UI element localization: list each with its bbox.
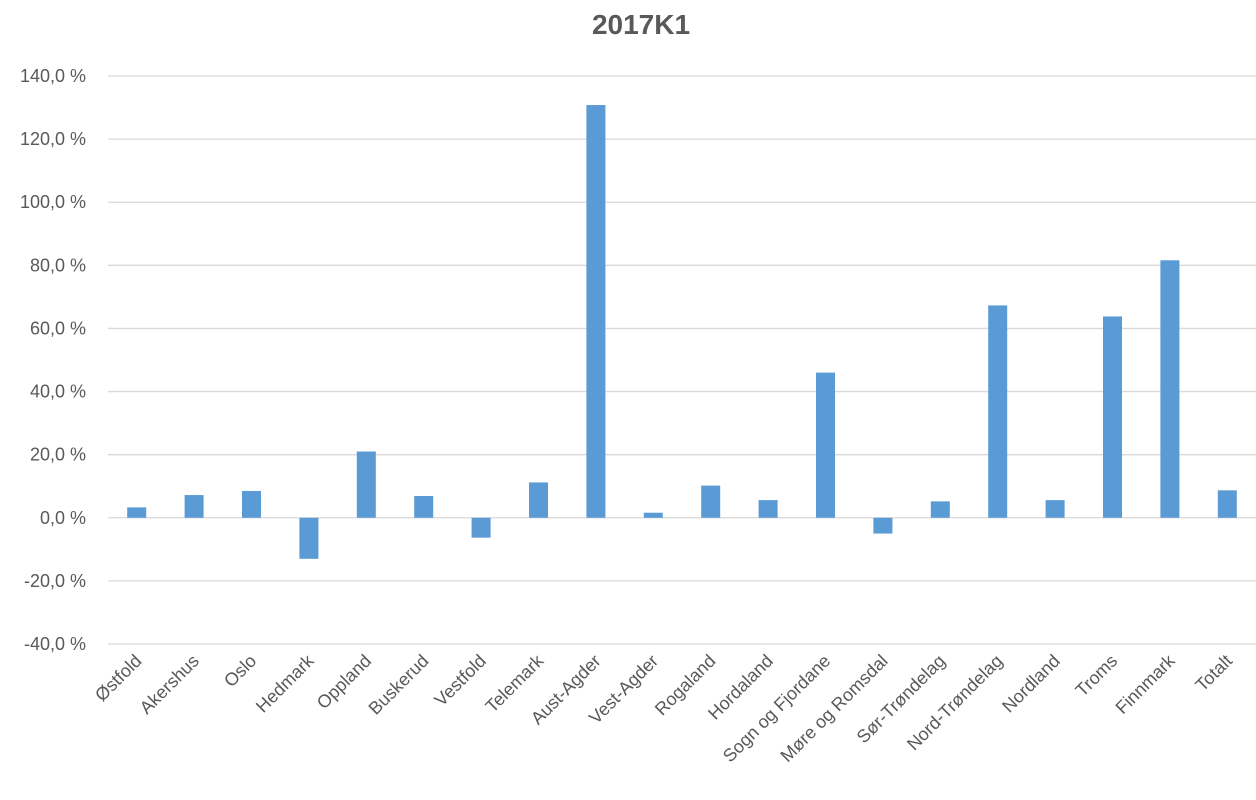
bar <box>701 485 721 518</box>
x-category-label: Totalt <box>1192 651 1237 696</box>
bar <box>299 517 319 559</box>
bar <box>127 507 147 518</box>
x-category-label: Buskerud <box>365 651 433 719</box>
gridlines <box>108 75 1256 645</box>
y-tick-label: 100,0 % <box>20 192 86 212</box>
bar <box>414 496 434 518</box>
bar <box>643 512 663 518</box>
y-tick-label: -40,0 % <box>24 634 86 654</box>
x-category-label: Vestfold <box>430 651 489 710</box>
bar <box>1103 316 1122 518</box>
y-tick-label: 40,0 % <box>30 382 86 402</box>
x-category-label: Østfold <box>91 651 145 705</box>
bar <box>529 482 548 518</box>
x-category-label: Troms <box>1072 651 1122 701</box>
x-category-label: Møre og Romsdal <box>776 651 891 766</box>
x-category-label: Finnmark <box>1112 650 1180 718</box>
y-tick-label: 140,0 % <box>20 66 86 86</box>
bar <box>184 495 204 518</box>
x-category-label: Sogn og Fjordane <box>719 651 834 766</box>
chart-title: 2017K1 <box>592 9 690 40</box>
bar <box>586 105 606 518</box>
y-tick-label: 60,0 % <box>30 318 86 338</box>
x-category-label: Akershus <box>136 651 203 718</box>
y-tick-label: 20,0 % <box>30 445 86 465</box>
bar <box>356 451 376 518</box>
bar <box>816 372 835 518</box>
x-category-label: Nordland <box>998 651 1064 717</box>
bar <box>1160 260 1180 518</box>
y-tick-label: 0,0 % <box>40 508 86 528</box>
x-category-label: Hedmark <box>252 650 318 716</box>
bars <box>127 105 1237 559</box>
y-tick-label: -20,0 % <box>24 571 86 591</box>
bar <box>758 500 778 518</box>
bar <box>873 517 893 534</box>
bar <box>930 501 950 518</box>
bar <box>242 490 261 518</box>
bar <box>988 305 1008 518</box>
bar <box>1217 490 1237 518</box>
y-tick-label: 80,0 % <box>30 255 86 275</box>
bar <box>471 517 491 538</box>
x-category-label: Oslo <box>220 651 260 691</box>
bar <box>1045 500 1065 518</box>
y-tick-label: 120,0 % <box>20 129 86 149</box>
y-axis-tick-labels: -40,0 % -20,0 % 0,0 % 20,0 % 40,0 % 60,0 % 80,… <box>20 66 86 654</box>
